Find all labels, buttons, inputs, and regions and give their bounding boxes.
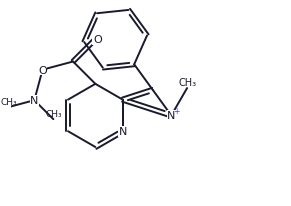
Text: O: O bbox=[38, 65, 47, 75]
Text: CH₃: CH₃ bbox=[179, 78, 197, 88]
Text: +: + bbox=[173, 107, 179, 116]
Text: CH₃: CH₃ bbox=[45, 110, 62, 119]
Text: N: N bbox=[30, 96, 38, 106]
Text: CH₃: CH₃ bbox=[0, 98, 17, 107]
Text: N: N bbox=[167, 111, 175, 121]
Text: N: N bbox=[118, 127, 127, 137]
Text: O: O bbox=[93, 35, 102, 45]
